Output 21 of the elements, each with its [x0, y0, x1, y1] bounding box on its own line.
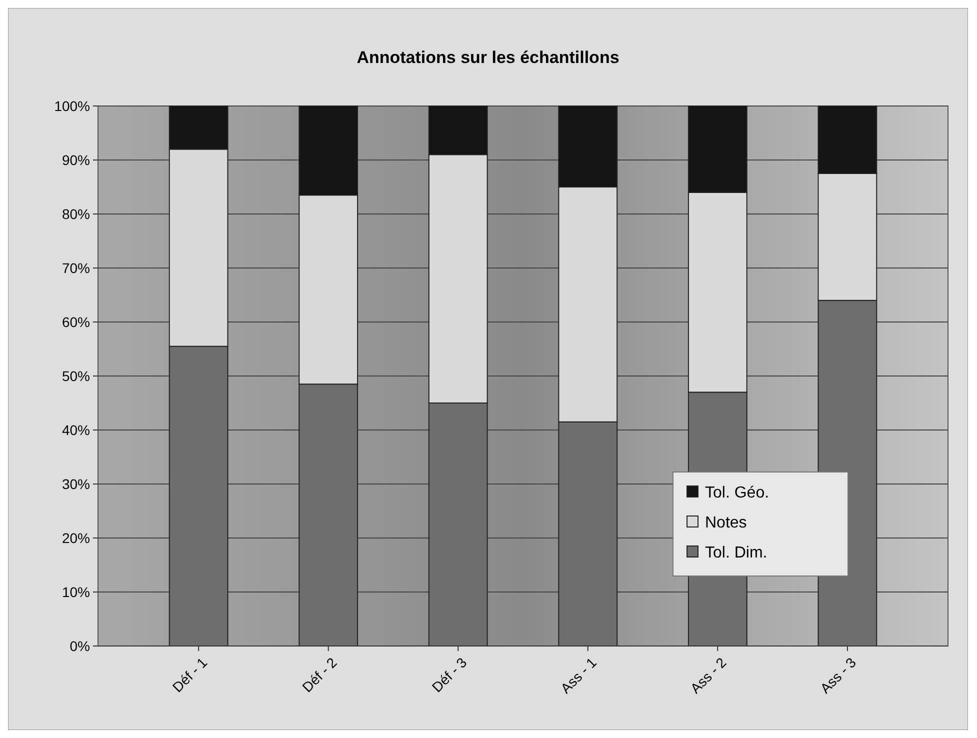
y-tick-label: 100%	[54, 98, 90, 114]
x-tick-label: Ass - 3	[816, 654, 860, 696]
y-tick-label: 0%	[70, 638, 90, 654]
x-tick-label: Déf - 2	[298, 654, 340, 696]
y-tick-label: 10%	[62, 584, 90, 600]
y-tick-label: 90%	[62, 152, 90, 168]
y-tick-label: 70%	[62, 260, 90, 276]
y-tick-label: 60%	[62, 314, 90, 330]
y-tick-label: 80%	[62, 206, 90, 222]
y-tick-label: 30%	[62, 476, 90, 492]
legend-label: Tol. Dim.	[705, 544, 768, 562]
y-tick-label: 40%	[62, 422, 90, 438]
x-tick-label: Déf - 3	[428, 654, 470, 696]
x-tick-label: Ass - 2	[687, 654, 730, 696]
y-tick-label: 50%	[62, 368, 90, 384]
x-tick-label: Ass - 1	[557, 654, 600, 696]
x-tick-label: Déf - 1	[169, 654, 210, 696]
y-tick-label: 20%	[62, 530, 90, 546]
chart-title: Annotations sur les échantillons	[356, 48, 620, 67]
legend-label: Tol. Géo.	[705, 484, 770, 502]
legend-label: Notes	[705, 514, 747, 532]
